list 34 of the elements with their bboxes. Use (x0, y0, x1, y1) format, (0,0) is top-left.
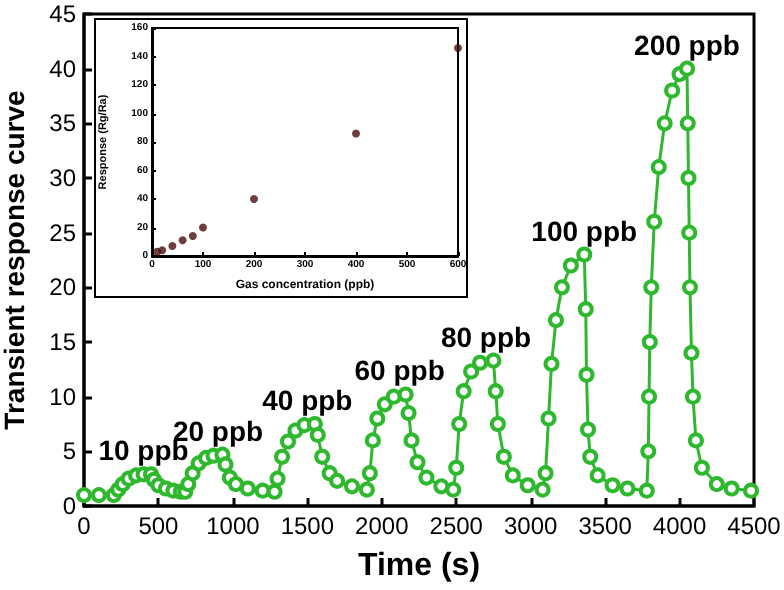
x-tick-label: 500 (138, 512, 180, 540)
annotation: 200 ppb (634, 28, 740, 61)
x-tick-label: 2000 (355, 512, 410, 540)
x-tick-label: 3500 (578, 512, 633, 540)
x-axis-title: Time (s) (357, 549, 481, 583)
y-tick-label: 15 (49, 328, 77, 356)
y-tick-label: 10 (49, 382, 77, 411)
annotation: 80 ppb (440, 320, 532, 353)
annotation: 100 ppb (531, 214, 638, 247)
y-tick-label: 0 (62, 492, 77, 520)
point (352, 129, 360, 138)
point (199, 223, 207, 232)
x-tick-label: 1500 (280, 512, 335, 540)
x-tick-label: 4000 (652, 512, 707, 540)
point (250, 195, 258, 203)
y-tick-label: 40 (49, 54, 77, 83)
point (158, 246, 167, 255)
point (178, 236, 187, 245)
x-tick-label: 1000 (206, 512, 261, 540)
x-tick-label: 2500 (429, 512, 484, 540)
x-tick-label: 4500 (727, 512, 782, 540)
y-tick-label: 5 (62, 437, 77, 466)
y-axis-title: Transient response curve (0, 89, 30, 430)
y-tick-label: 35 (49, 109, 77, 138)
annotation: 40 ppb (262, 384, 353, 416)
annotation: 60 ppb (354, 354, 445, 387)
y-tick-label: 45 (49, 0, 77, 28)
y-tick-label: 30 (49, 164, 77, 192)
y-tick-label: 25 (49, 218, 77, 247)
point (188, 232, 197, 241)
point (168, 242, 177, 251)
point (454, 43, 462, 52)
y-tick-label: 20 (49, 273, 77, 302)
x-tick-label: 3000 (503, 512, 559, 540)
